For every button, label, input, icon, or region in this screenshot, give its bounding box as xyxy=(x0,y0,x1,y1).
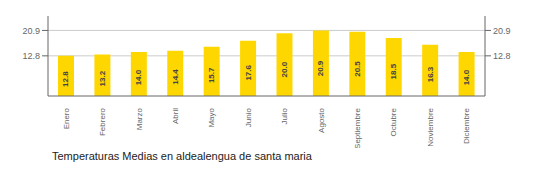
svg-text:18.5: 18.5 xyxy=(389,63,398,79)
svg-text:14.0: 14.0 xyxy=(462,69,471,85)
svg-text:12.8: 12.8 xyxy=(493,51,511,61)
svg-text:12.8: 12.8 xyxy=(22,51,40,61)
svg-text:20.9: 20.9 xyxy=(316,60,325,76)
svg-text:20.9: 20.9 xyxy=(493,26,511,36)
svg-text:Agosto: Agosto xyxy=(317,107,326,132)
svg-text:Diciembre: Diciembre xyxy=(462,107,471,144)
svg-text:Mayo: Mayo xyxy=(207,107,216,127)
svg-text:13.2: 13.2 xyxy=(98,70,107,86)
svg-text:20.0: 20.0 xyxy=(280,61,289,77)
svg-text:Abril: Abril xyxy=(171,108,180,124)
svg-text:Marzo: Marzo xyxy=(135,107,144,130)
svg-text:Septiembre: Septiembre xyxy=(353,107,362,148)
svg-text:Febrero: Febrero xyxy=(98,107,107,136)
svg-text:Junio: Junio xyxy=(244,107,253,127)
svg-text:20.9: 20.9 xyxy=(22,26,40,36)
svg-text:Julio: Julio xyxy=(280,107,289,124)
svg-text:17.6: 17.6 xyxy=(244,64,253,80)
svg-text:Enero: Enero xyxy=(62,107,71,129)
html-text:Temperaturas Medias en aldeale: Temperaturas Medias en aldealengua de sa… xyxy=(52,150,312,162)
svg-text:16.3: 16.3 xyxy=(426,66,435,82)
svg-text:Noviembre: Noviembre xyxy=(426,107,435,146)
svg-text:15.7: 15.7 xyxy=(207,67,216,83)
svg-text:12.8: 12.8 xyxy=(62,71,71,87)
svg-text:14.4: 14.4 xyxy=(171,69,180,85)
svg-text:Octubre: Octubre xyxy=(389,107,398,136)
svg-text:14.0: 14.0 xyxy=(134,69,143,85)
svg-text:20.5: 20.5 xyxy=(353,61,362,77)
